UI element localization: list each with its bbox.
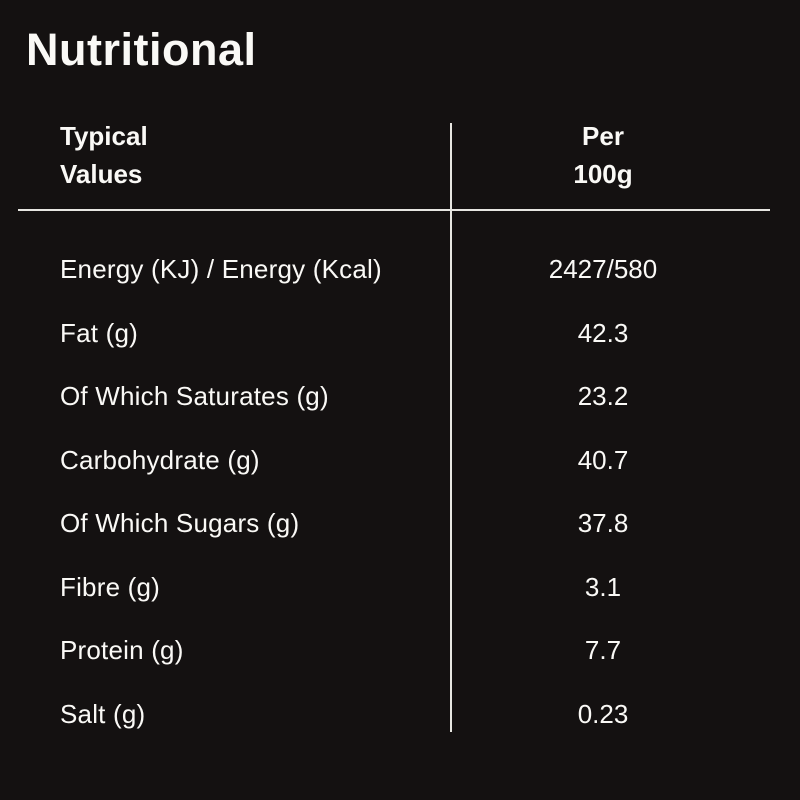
- nutrition-table-body: Energy (KJ) / Energy (Kcal) 2427/580 Fat (…: [0, 238, 800, 746]
- row-label: Salt (g): [60, 698, 146, 729]
- column-header-typical-values: Typical Values: [60, 121, 148, 189]
- row-label: Of Which Sugars (g): [60, 508, 300, 539]
- table-row: Fat (g) 42.3: [0, 302, 800, 366]
- table-row: Protein (g) 7.7: [0, 619, 800, 683]
- table-row: Carbohydrate (g) 40.7: [0, 429, 800, 493]
- row-value: 42.3: [577, 317, 629, 348]
- row-value: 0.23: [577, 698, 629, 729]
- row-label: Energy (KJ) / Energy (Kcal): [60, 254, 382, 285]
- row-value: 40.7: [577, 444, 629, 475]
- row-label: Of Which Saturates (g): [60, 381, 329, 412]
- column-header-per-100g: Per 100g: [573, 121, 633, 189]
- table-row: Energy (KJ) / Energy (Kcal) 2427/580: [0, 238, 800, 302]
- table-row: Salt (g) 0.23: [0, 683, 800, 747]
- row-label: Fat (g): [60, 317, 138, 348]
- table-row: Of Which Sugars (g) 37.8: [0, 492, 800, 556]
- header-divider-line: [18, 209, 770, 211]
- row-label: Protein (g): [60, 635, 184, 666]
- table-row: Fibre (g) 3.1: [0, 556, 800, 620]
- row-value: 37.8: [577, 508, 629, 539]
- table-row: Of Which Saturates (g) 23.2: [0, 365, 800, 429]
- row-label: Fibre (g): [60, 571, 161, 602]
- column-divider-line: [450, 123, 452, 732]
- row-value: 23.2: [577, 381, 629, 412]
- row-value: 3.1: [584, 571, 622, 602]
- row-label: Carbohydrate (g): [60, 444, 260, 475]
- row-value: 7.7: [584, 635, 622, 666]
- row-value: 2427/580: [548, 254, 658, 285]
- page-title: Nutritional: [26, 24, 257, 75]
